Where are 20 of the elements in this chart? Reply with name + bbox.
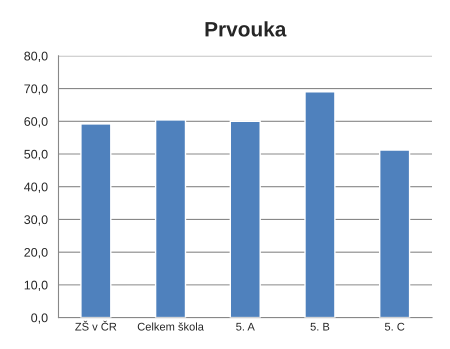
y-tick-label: 50,0 bbox=[24, 150, 48, 160]
x-tick-label: ZŠ v ČR bbox=[75, 320, 116, 331]
bar bbox=[304, 91, 336, 318]
x-tick-label: 5. B bbox=[310, 322, 330, 331]
bar bbox=[230, 120, 261, 318]
y-tick-label: 30,0 bbox=[24, 215, 48, 226]
y-tick-label: 10,0 bbox=[24, 280, 48, 291]
x-tick-label: Celkem škola bbox=[138, 322, 204, 331]
bar bbox=[80, 123, 112, 318]
bar bbox=[379, 149, 410, 318]
y-tick-label: 60,0 bbox=[24, 117, 48, 128]
y-tick-label: 80,0 bbox=[24, 52, 48, 62]
x-tick-label: 5. A bbox=[236, 322, 255, 331]
chart-title: Prvouka bbox=[206, 21, 286, 37]
bar bbox=[154, 119, 186, 318]
y-tick-label: 20,0 bbox=[24, 248, 48, 258]
y-tick-label: 40,0 bbox=[24, 182, 48, 193]
x-tick-label: 5. C bbox=[384, 322, 404, 331]
y-tick-label: 0,0 bbox=[31, 313, 48, 324]
y-tick-label: 70,0 bbox=[24, 84, 48, 95]
